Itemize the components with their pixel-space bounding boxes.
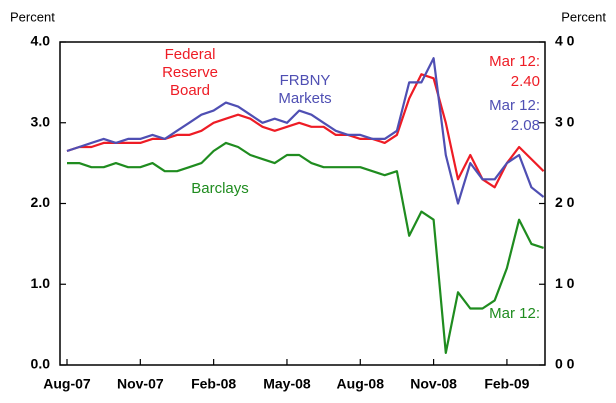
y-tick-label: 0.0 — [31, 356, 51, 372]
series-label: Federal Reserve Board — [162, 46, 218, 99]
y-tick-label: 4.0 — [31, 33, 51, 49]
annotation: Mar 12: — [489, 97, 540, 114]
y2-tick-label: 1 0 — [555, 275, 575, 291]
x-tick-label: May-08 — [263, 376, 311, 392]
value-label: 2.40 — [510, 73, 540, 90]
x-tick-label: Feb-08 — [191, 376, 236, 392]
x-tick-label: Aug-08 — [337, 376, 385, 392]
annotation: Mar 12: — [489, 53, 540, 70]
y2-tick-label: 4 0 — [555, 33, 575, 49]
y-tick-label: 1.0 — [31, 275, 51, 291]
series-line — [67, 141, 544, 354]
value-label: 2.08 — [510, 117, 540, 134]
x-tick-label: Feb-09 — [484, 376, 529, 392]
series-line — [66, 73, 545, 189]
y2-tick-label: 0 0 — [555, 356, 575, 372]
y-tick-label: 2.0 — [31, 194, 51, 210]
y2-tick-label: 3 0 — [555, 113, 575, 129]
y-tick-label: 3.0 — [31, 113, 51, 129]
x-tick-label: Nov-08 — [410, 376, 457, 392]
y2-tick-label: 2 0 — [555, 194, 575, 210]
y2-axis-label: Percent — [561, 9, 606, 24]
y-axis-label: Percent — [10, 9, 55, 24]
x-tick-label: Nov-07 — [117, 376, 164, 392]
series-line — [66, 57, 545, 205]
series-label: Barclays — [191, 180, 249, 197]
annotation: Mar 12: — [489, 305, 540, 322]
x-tick-label: Aug-07 — [43, 376, 91, 392]
series-label: FRBNY Markets — [278, 72, 332, 107]
